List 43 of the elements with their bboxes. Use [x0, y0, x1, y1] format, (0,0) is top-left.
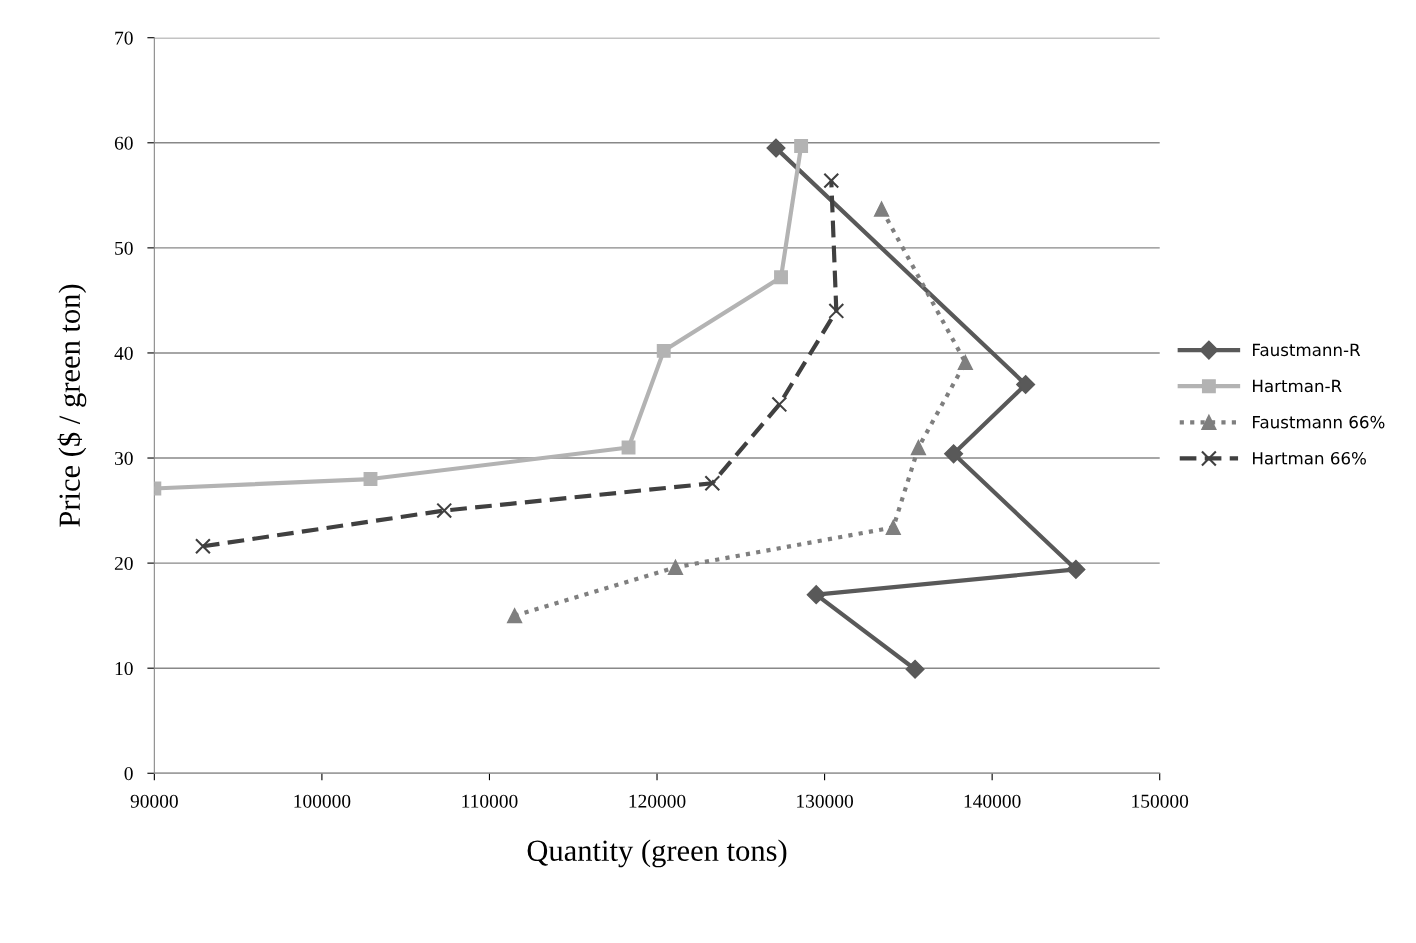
point — [823, 172, 840, 189]
y-axis-title: Price ($ / green ton) — [57, 284, 87, 527]
point — [771, 396, 788, 413]
point — [1016, 374, 1036, 395]
legend-label: Faustmann-R — [1253, 343, 1361, 357]
x-tick-label: 140000 — [964, 794, 1021, 808]
y-tick-label: 60 — [114, 136, 133, 150]
x-tick-label: 150000 — [1132, 794, 1189, 808]
y-tick-label: 30 — [115, 451, 133, 465]
point — [194, 538, 211, 555]
point — [910, 439, 927, 456]
point — [506, 608, 523, 624]
x-tick-label: 130000 — [797, 794, 854, 808]
legend-label: Faustmann 66% — [1253, 415, 1385, 429]
y-tick-label: 70 — [115, 31, 133, 45]
y-tick-label: 50 — [115, 241, 133, 255]
x-tick-label: 120000 — [629, 794, 686, 808]
y-tick-label: 20 — [114, 556, 133, 571]
point — [957, 354, 973, 371]
point — [806, 585, 826, 605]
y-tick-label: 40 — [114, 346, 133, 360]
x-tick-label: 100000 — [294, 794, 351, 808]
point — [766, 138, 786, 158]
point — [1066, 559, 1086, 579]
point — [944, 444, 964, 464]
point — [873, 201, 890, 217]
x-tick-label: 90000 — [130, 794, 178, 808]
point — [828, 302, 845, 319]
point — [704, 475, 721, 492]
point — [436, 502, 453, 519]
x-tick-label: 110000 — [462, 794, 518, 808]
point — [794, 139, 809, 153]
point — [667, 559, 684, 575]
y-tick-label: 0 — [124, 767, 133, 781]
x-axis-title: Quantity (green tons) — [527, 839, 787, 868]
point — [363, 472, 378, 486]
y-tick-label: 10 — [115, 662, 133, 676]
legend-label: Hartman-R — [1253, 379, 1342, 393]
point — [905, 659, 925, 679]
point — [885, 519, 901, 536]
legend-label: Hartman 66% — [1253, 451, 1366, 465]
point — [656, 343, 671, 358]
point — [774, 270, 788, 285]
